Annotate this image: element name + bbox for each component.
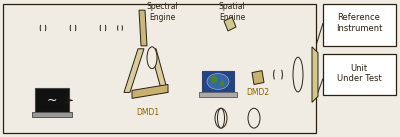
Polygon shape <box>132 85 168 98</box>
Bar <box>199 92 237 97</box>
Bar <box>202 71 234 92</box>
Bar <box>32 112 72 117</box>
Ellipse shape <box>218 108 224 128</box>
Text: Spatial
Engine: Spatial Engine <box>219 2 245 22</box>
Bar <box>35 89 69 112</box>
Text: DMD1: DMD1 <box>136 108 160 117</box>
Ellipse shape <box>293 57 303 92</box>
Ellipse shape <box>248 108 260 128</box>
Text: Unit
Under Test: Unit Under Test <box>337 64 381 83</box>
Text: ~: ~ <box>47 94 57 107</box>
Text: Reference
Instrument: Reference Instrument <box>336 13 382 33</box>
Ellipse shape <box>210 76 218 83</box>
Polygon shape <box>224 17 236 31</box>
Bar <box>323 54 396 95</box>
Bar <box>3 4 316 133</box>
Ellipse shape <box>207 74 229 89</box>
Polygon shape <box>312 47 318 102</box>
Polygon shape <box>124 49 144 92</box>
Polygon shape <box>139 10 147 46</box>
Polygon shape <box>150 49 168 92</box>
Text: Spectral
Engine: Spectral Engine <box>146 2 178 22</box>
Ellipse shape <box>215 108 227 128</box>
Ellipse shape <box>220 81 224 86</box>
Bar <box>323 4 396 46</box>
Text: DMD2: DMD2 <box>246 88 270 97</box>
Ellipse shape <box>147 47 157 69</box>
Polygon shape <box>252 71 264 85</box>
